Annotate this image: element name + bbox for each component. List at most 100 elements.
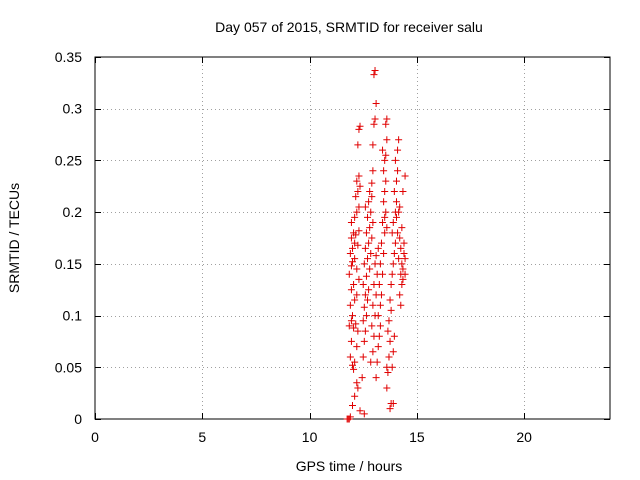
data-point xyxy=(353,265,361,273)
data-point xyxy=(354,241,362,249)
data-point xyxy=(351,255,359,263)
data-point xyxy=(392,213,400,221)
data-point xyxy=(346,301,354,309)
data-point xyxy=(369,141,377,149)
data-point xyxy=(391,239,399,247)
data-point xyxy=(396,291,404,299)
data-point xyxy=(376,322,384,330)
y-tick-label: 0.05 xyxy=(55,359,82,375)
data-point xyxy=(367,208,375,216)
data-point xyxy=(395,208,403,216)
data-point xyxy=(361,327,369,335)
data-point xyxy=(368,322,376,330)
data-point xyxy=(368,234,376,242)
data-point xyxy=(365,198,373,206)
data-point xyxy=(354,187,362,195)
data-point xyxy=(349,402,356,410)
data-point xyxy=(360,337,368,345)
data-point xyxy=(354,141,362,149)
data-point xyxy=(383,115,391,123)
data-point xyxy=(386,405,394,413)
data-point xyxy=(352,320,360,328)
data-point xyxy=(346,250,354,258)
data-point xyxy=(356,122,364,130)
data-point xyxy=(354,384,362,392)
y-tick-label: 0.15 xyxy=(55,256,82,272)
data-point xyxy=(362,312,370,320)
data-point xyxy=(365,286,373,294)
data-point xyxy=(353,379,361,387)
data-point xyxy=(372,374,380,382)
data-point xyxy=(355,275,363,283)
data-point xyxy=(389,218,397,226)
data-point xyxy=(362,272,370,280)
data-point xyxy=(377,239,385,247)
y-tick-label: 0.25 xyxy=(55,152,82,168)
data-point xyxy=(380,198,388,206)
data-point xyxy=(371,115,379,123)
data-point xyxy=(350,365,358,373)
data-point xyxy=(394,146,402,154)
data-point xyxy=(383,384,391,392)
data-point xyxy=(361,203,369,211)
data-point xyxy=(347,262,355,270)
data-point xyxy=(387,281,395,289)
data-point xyxy=(401,255,409,263)
data-point xyxy=(376,260,384,268)
data-point xyxy=(382,208,390,216)
data-point xyxy=(380,167,388,175)
data-point xyxy=(375,281,383,289)
data-point xyxy=(388,270,396,278)
data-point xyxy=(352,231,360,239)
data-point xyxy=(360,260,368,268)
data-point xyxy=(355,203,363,211)
y-tick-label: 0 xyxy=(74,411,82,427)
data-point xyxy=(391,156,399,164)
data-point xyxy=(395,136,403,144)
data-point xyxy=(372,252,380,260)
data-point xyxy=(353,177,361,185)
data-point xyxy=(349,312,356,320)
data-point xyxy=(374,343,382,351)
data-point xyxy=(390,332,398,340)
data-point xyxy=(361,291,369,299)
data-point xyxy=(401,270,409,278)
data-point xyxy=(347,234,355,242)
data-point xyxy=(359,317,367,325)
data-point xyxy=(398,260,406,268)
data-point xyxy=(400,239,408,247)
data-point xyxy=(379,146,387,154)
data-point xyxy=(381,187,389,195)
data-point xyxy=(369,301,377,309)
data-point xyxy=(346,413,354,421)
data-point xyxy=(360,410,368,418)
data-point xyxy=(400,250,408,258)
data-point xyxy=(399,187,407,195)
data-point xyxy=(382,151,390,159)
data-point xyxy=(392,198,400,206)
data-point xyxy=(389,348,397,356)
data-point xyxy=(364,296,372,304)
data-point xyxy=(389,260,397,268)
data-point xyxy=(351,358,359,366)
data-point xyxy=(353,343,361,351)
data-point xyxy=(354,327,362,335)
data-point xyxy=(369,348,377,356)
x-tick-label: 5 xyxy=(198,429,206,445)
data-point xyxy=(350,281,358,289)
grid-lines xyxy=(95,57,610,419)
data-point xyxy=(369,218,377,226)
data-point xyxy=(398,281,406,289)
data-point xyxy=(350,324,358,332)
data-point xyxy=(383,224,391,232)
data-point xyxy=(396,203,404,211)
data-point xyxy=(394,229,402,237)
data-point xyxy=(397,244,405,252)
data-point xyxy=(377,291,385,299)
data-point xyxy=(390,187,398,195)
data-point xyxy=(375,332,383,340)
data-point xyxy=(359,353,367,361)
data-point xyxy=(358,374,366,382)
data-point xyxy=(389,399,397,407)
data-point xyxy=(360,303,368,311)
